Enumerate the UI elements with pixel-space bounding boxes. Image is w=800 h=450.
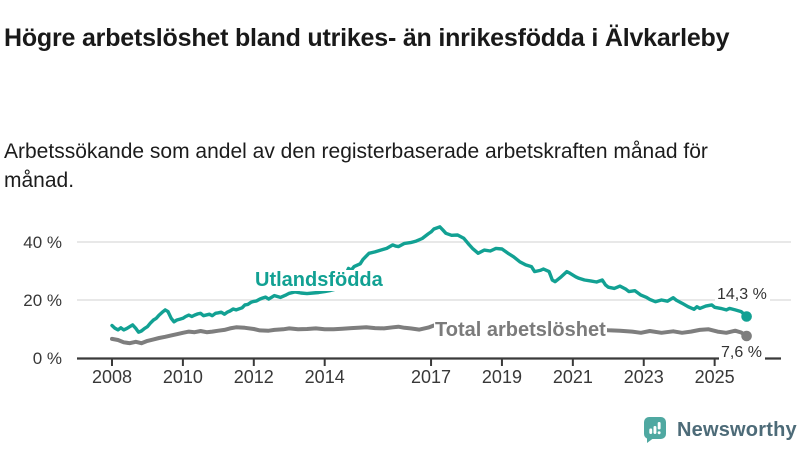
page-subtitle: Arbetssökande som andel av den registerb… <box>4 140 708 193</box>
series-line-utlandsf-dda <box>110 225 749 334</box>
x-tick-label: 2008 <box>92 367 132 387</box>
y-tick-label: 0 % <box>33 349 62 368</box>
x-tick-label: 2010 <box>163 367 203 387</box>
x-tick-label: 2023 <box>624 367 664 387</box>
newsworthy-icon <box>644 417 666 443</box>
series-label-utlandsfodda: Utlandsfödda <box>254 269 384 291</box>
end-value-label-total: 7,6 % <box>719 344 765 363</box>
series-end-dot-total-arbetsl-shet <box>741 330 752 342</box>
y-tick-label: 20 % <box>23 291 62 310</box>
x-tick-label: 2012 <box>234 367 274 387</box>
x-tick-label: 2017 <box>411 367 451 387</box>
series-line-total-arbetsl-shet <box>110 323 749 346</box>
y-tick-label: 40 % <box>23 233 62 252</box>
x-tick-label: 2014 <box>305 367 345 387</box>
series-end-dot-utlandsf-dda <box>741 311 752 322</box>
newsworthy-logo[interactable]: Newsworthy <box>643 416 797 445</box>
x-tick-label: 2021 <box>553 367 593 387</box>
x-tick-label: 2025 <box>695 367 735 387</box>
series-label-total-arbetsloshet: Total arbetslöshet <box>434 319 607 341</box>
end-value-label-utlandsfodda: 14,3 % <box>715 286 770 305</box>
page-title: Högre arbetslöshet bland utrikes- än inr… <box>4 23 730 52</box>
x-tick-label: 2019 <box>482 367 522 387</box>
newsworthy-wordmark: Newsworthy <box>677 419 797 441</box>
